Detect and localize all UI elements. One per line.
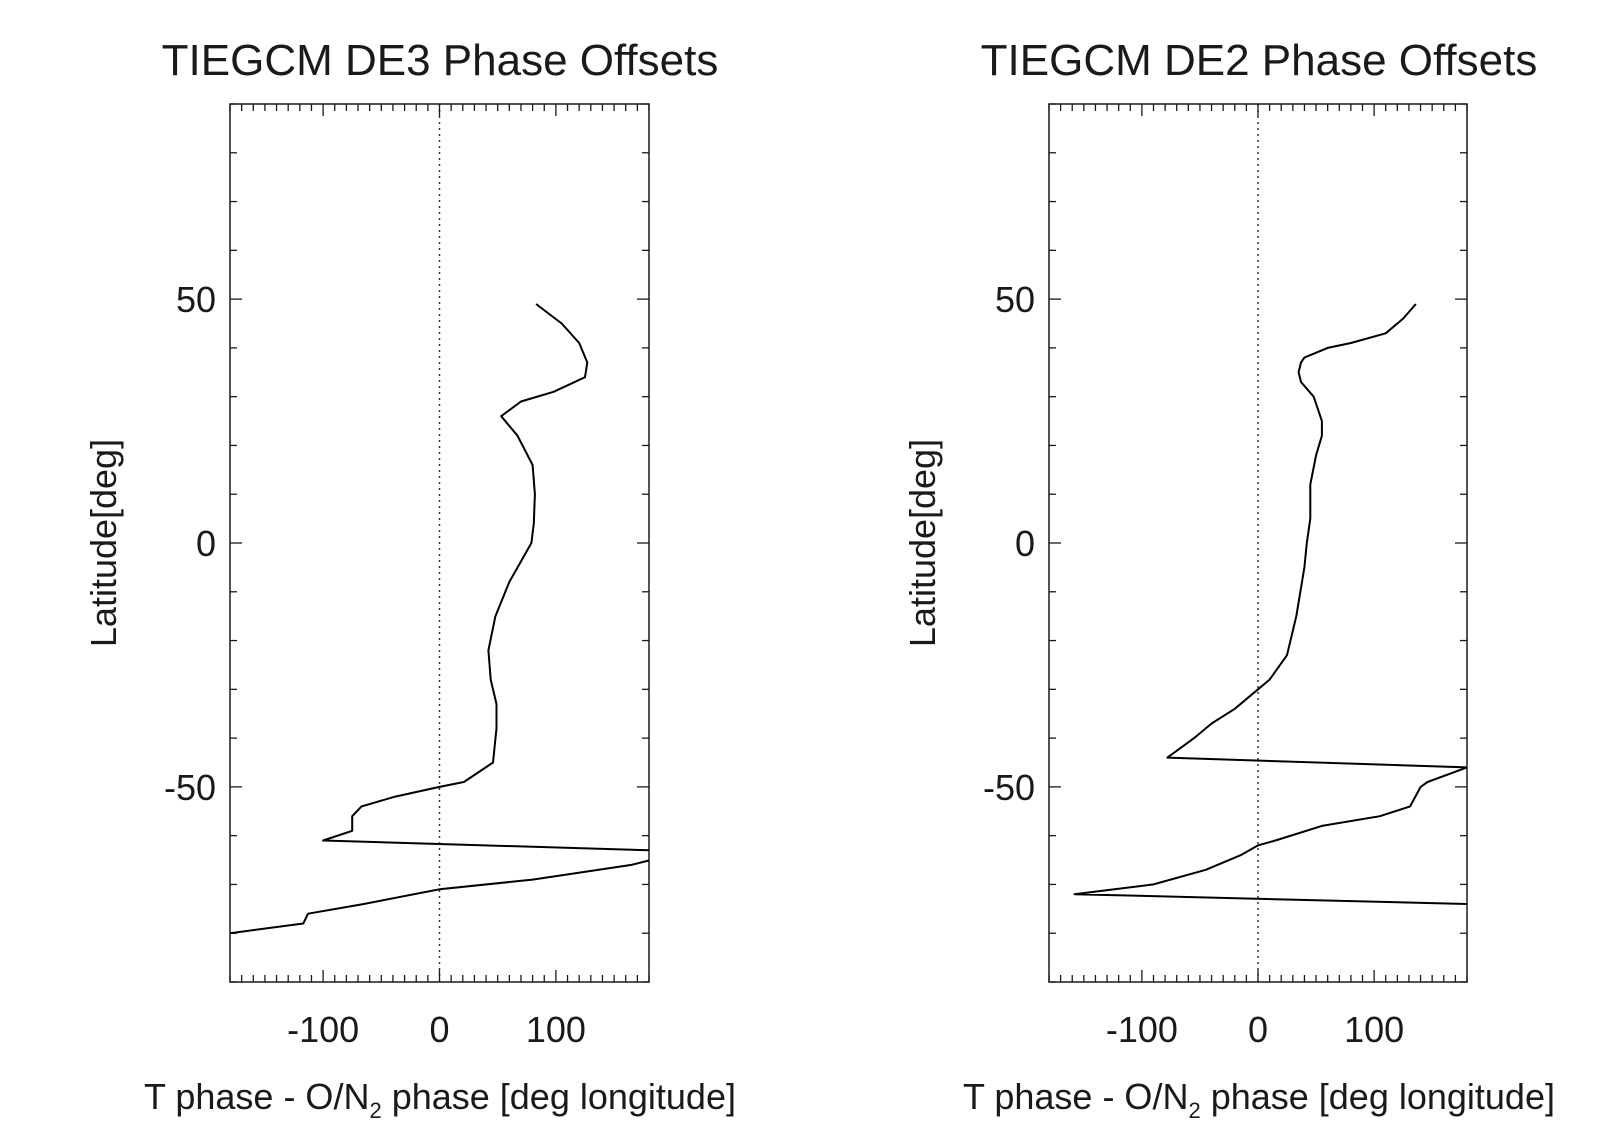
y-tick-label: 50 [176,279,216,320]
x-tick-label: -100 [287,1009,359,1050]
x-tick-label: 100 [526,1009,586,1050]
x-tick-label: -100 [1106,1009,1178,1050]
y-tick-label: 0 [196,523,216,564]
x-axis-label-subscript: 2 [1188,1098,1200,1123]
x-axis-label: T phase - O/N2 phase [deg longitude] [963,1076,1555,1123]
x-axis-label-main: T phase - O/N [963,1076,1188,1117]
x-axis-label-subscript: 2 [369,1098,381,1123]
series-line-0 [230,303,649,935]
y-tick-label: 50 [995,279,1035,320]
y-axis-label: Latitude[deg] [902,439,943,647]
x-tick-label: 0 [429,1009,449,1050]
series-line-0 [1073,303,1467,905]
x-axis-label: T phase - O/N2 phase [deg longitude] [144,1076,736,1123]
y-tick-label: -50 [164,767,216,808]
plot-frame [1048,103,1468,983]
x-tick-label: 100 [1344,1009,1404,1050]
plot-frame [229,103,650,983]
y-tick-label: -50 [983,767,1035,808]
chart-title: TIEGCM DE3 Phase Offsets [162,36,719,85]
x-axis-label-main: T phase - O/N [144,1076,369,1117]
chart-title: TIEGCM DE2 Phase Offsets [981,36,1538,85]
y-axis-label: Latitude[deg] [83,439,124,647]
x-axis-label-rest: phase [deg longitude] [382,1076,736,1117]
chart-de3-phase-offsets: TIEGCM DE3 Phase Offsets -100 0 100 -50 0 50 La… [83,36,736,1123]
x-axis-label-rest: phase [deg longitude] [1201,1076,1555,1117]
y-tick-label: 0 [1015,523,1035,564]
chart-de2-phase-offsets: TIEGCM DE2 Phase Offsets -100 0 100 -50 0 50 La… [902,36,1555,1123]
x-tick-label: 0 [1248,1009,1268,1050]
